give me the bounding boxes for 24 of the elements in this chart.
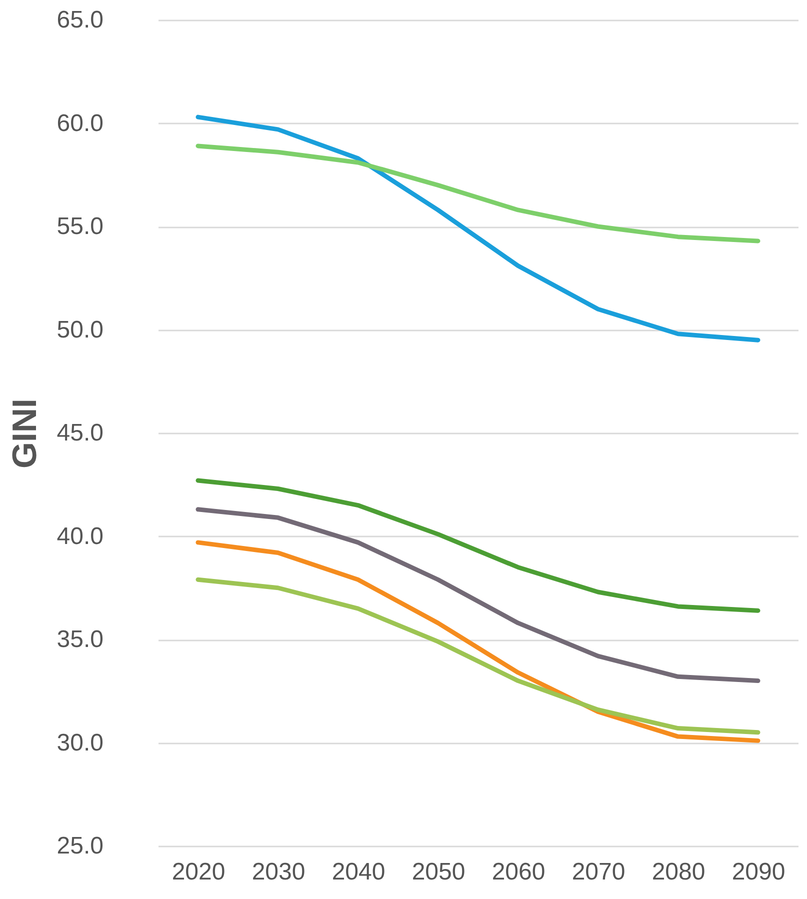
y-tick-label: 30.0 bbox=[56, 729, 104, 756]
y-tick-label: 40.0 bbox=[56, 522, 104, 550]
line-series bbox=[196, 114, 760, 342]
x-tick-label: 2080 bbox=[652, 858, 706, 886]
y-tick-label: 25.0 bbox=[56, 832, 104, 860]
x-tick-label: 2060 bbox=[492, 858, 546, 886]
line-series bbox=[196, 144, 760, 244]
x-tick-label: 2070 bbox=[572, 858, 626, 886]
y-tick-label: 45.0 bbox=[56, 420, 104, 446]
line-series bbox=[196, 577, 760, 735]
line-series bbox=[196, 507, 760, 684]
x-tick-label: 2020 bbox=[172, 858, 226, 886]
x-tick-label: 2050 bbox=[412, 858, 466, 886]
x-tick-label: 2040 bbox=[332, 858, 386, 886]
y-tick-label: 35.0 bbox=[56, 626, 104, 653]
x-tick-label: 2030 bbox=[252, 858, 306, 886]
x-tick-label: 2090 bbox=[732, 858, 786, 886]
line-series bbox=[196, 478, 760, 613]
y-axis-title: GINI bbox=[6, 398, 44, 468]
line-series bbox=[196, 540, 760, 743]
y-tick-label: 50.0 bbox=[56, 316, 104, 344]
y-tick-label: 55.0 bbox=[56, 213, 104, 240]
y-tick-label: 60.0 bbox=[56, 110, 104, 137]
y-tick-label: 65.0 bbox=[56, 6, 104, 34]
